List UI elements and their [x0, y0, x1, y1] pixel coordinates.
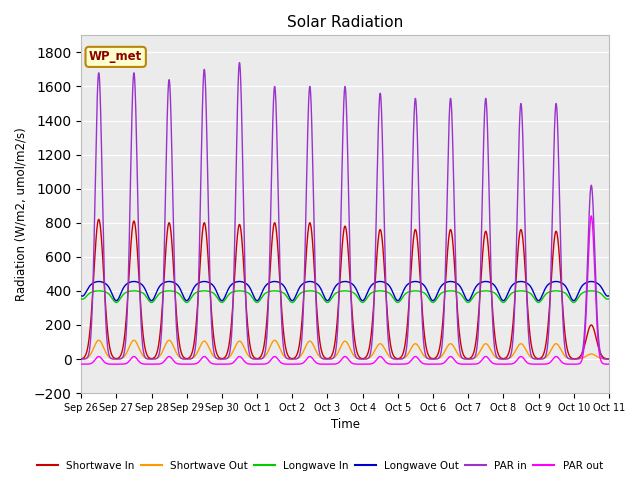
X-axis label: Time: Time: [330, 419, 360, 432]
Legend: Shortwave In, Shortwave Out, Longwave In, Longwave Out, PAR in, PAR out: Shortwave In, Shortwave Out, Longwave In…: [33, 456, 607, 475]
Title: Solar Radiation: Solar Radiation: [287, 15, 403, 30]
Text: WP_met: WP_met: [89, 50, 142, 63]
Y-axis label: Radiation (W/m2, umol/m2/s): Radiation (W/m2, umol/m2/s): [15, 127, 28, 301]
